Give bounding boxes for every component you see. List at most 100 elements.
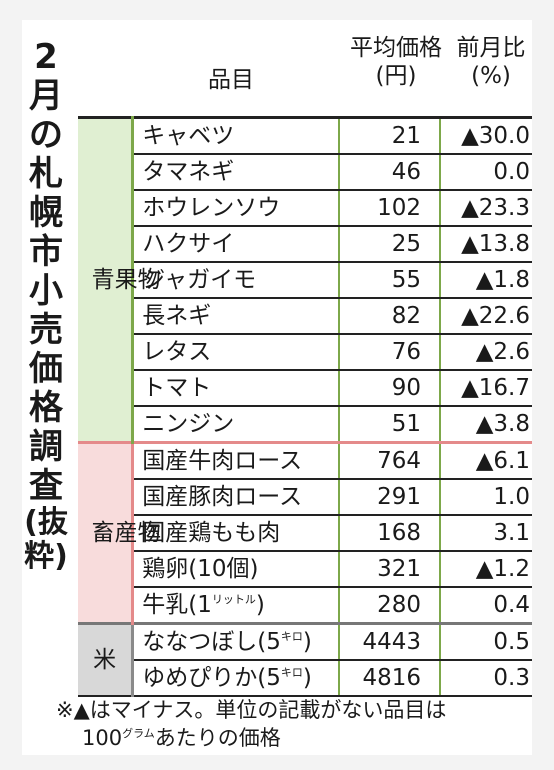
item-change: ▲1.8 (439, 262, 532, 299)
footnote-amount: 100 (82, 726, 123, 750)
item-price: 82 (339, 298, 441, 335)
table-row: 青果物 キャベツ 21 ▲30.0 (78, 116, 532, 444)
item-price: 280 (339, 587, 441, 625)
page: 2月の札幌市小売価格調査 (抜粋) 品目 平均価格 (円) 前月比 (%) 青果… (22, 20, 532, 755)
header-change: 前月比 (%) (446, 34, 536, 90)
item-name-text: ハクサイ (142, 231, 235, 257)
category-cell: 畜産物 (78, 441, 161, 625)
item-price: 51 (339, 406, 441, 444)
item-name: キャベツ (132, 116, 341, 155)
table-row: 長ネギ 82 ▲22.6 (78, 298, 532, 335)
table-row: ゆめぴりか(5キロ) 4816 0.3 (78, 660, 532, 697)
item-price: 321 (339, 551, 441, 588)
item-change: 1.0 (439, 479, 532, 516)
item-change: 0.4 (439, 587, 532, 625)
item-price: 76 (339, 334, 441, 371)
item-unit-close: ) (255, 592, 265, 618)
item-price: 168 (339, 515, 441, 552)
item-name: 国産鶏もも肉 (132, 515, 341, 552)
header-change-line2: (%) (471, 63, 511, 89)
item-name: タマネギ (132, 154, 341, 191)
item-change: 0.3 (439, 660, 532, 697)
table-row: ハクサイ 25 ▲13.8 (78, 226, 532, 263)
header-price-line2: (円) (375, 63, 417, 89)
header-price: 平均価格 (円) (338, 34, 454, 90)
item-name-text: トマト (142, 375, 212, 401)
item-change: ▲6.1 (439, 441, 532, 480)
table-row: 米ななつぼし(5キロ) 4443 0.5 (78, 622, 532, 697)
vertical-title: 2月の札幌市小売価格調査 (抜粋) (22, 38, 70, 574)
item-price: 4443 (339, 622, 441, 661)
category-label: 米 (93, 646, 117, 673)
table-row: ニンジン 51 ▲3.8 (78, 406, 532, 444)
item-name: ホウレンソウ (132, 190, 341, 227)
item-name-text: 国産豚肉ロース (142, 484, 303, 510)
item-change: ▲23.3 (439, 190, 532, 227)
item-name-text: ニンジン (142, 411, 235, 437)
item-name-text: 国産鶏もも肉 (142, 520, 281, 546)
item-name: ななつぼし(5キロ) (132, 622, 341, 661)
item-price: 55 (339, 262, 441, 299)
item-change: ▲30.0 (439, 116, 532, 155)
item-name: 牛乳(1リットル) (132, 587, 341, 625)
item-name: 長ネギ (132, 298, 341, 335)
item-unit-close: ) (302, 629, 312, 655)
item-unit: キロ (280, 630, 303, 644)
category-label: 青果物 (91, 266, 161, 293)
item-name-text: タマネギ (142, 159, 235, 185)
item-unit: キロ (280, 666, 303, 680)
item-name: レタス (132, 334, 341, 371)
table-row: レタス 76 ▲2.6 (78, 334, 532, 371)
table-row: 鶏卵(10個) 321 ▲1.2 (78, 551, 532, 588)
table-row: 国産鶏もも肉 168 3.1 (78, 515, 532, 552)
table-row: 牛乳(1リットル) 280 0.4 (78, 587, 532, 625)
item-name-text: レタス (142, 339, 212, 365)
table-row: タマネギ 46 0.0 (78, 154, 532, 191)
price-table: 青果物 キャベツ 21 ▲30.0 タマネギ 46 0.0 ホウレンソウ 102 ▲23.3 ハクサ… (78, 116, 532, 697)
item-name: トマト (132, 370, 341, 407)
item-change: 0.5 (439, 622, 532, 661)
footnote-unit: グラム (122, 727, 155, 740)
table-row: トマト 90 ▲16.7 (78, 370, 532, 407)
item-name-text: ななつぼし(5 (142, 629, 281, 655)
item-change: ▲2.6 (439, 334, 532, 371)
item-unit: リットル (211, 593, 256, 607)
item-change: 3.1 (439, 515, 532, 552)
item-price: 4816 (339, 660, 441, 697)
item-name: 鶏卵(10個) (132, 551, 341, 588)
category-cell: 青果物 (78, 116, 161, 444)
footnote-line1: ※▲はマイナス。単位の記載がない品目は (56, 698, 447, 722)
header-item: 品目 (208, 67, 254, 93)
item-name-text: 長ネギ (142, 303, 212, 329)
item-name-text: 鶏卵(10個) (142, 556, 259, 582)
item-price: 764 (339, 441, 441, 480)
table-row: 畜産物 国産牛肉ロース 764 ▲6.1 (78, 441, 532, 625)
item-price: 90 (339, 370, 441, 407)
category-cell: 米 (78, 622, 135, 697)
title-main: 2月の札幌市小売価格調査 (29, 37, 63, 506)
category-label: 畜産物 (91, 519, 161, 546)
footnote-text: あたりの価格 (154, 726, 281, 750)
table-row: 国産豚肉ロース 291 1.0 (78, 479, 532, 516)
header-price-line1: 平均価格 (350, 35, 442, 61)
item-change: ▲1.2 (439, 551, 532, 588)
item-price: 21 (339, 116, 441, 155)
table-row: ジャガイモ 55 ▲1.8 (78, 262, 532, 299)
header-change-line1: 前月比 (456, 35, 526, 61)
item-name-text: ゆめぴりか(5 (142, 665, 281, 691)
item-unit-close: ) (302, 665, 312, 691)
item-name-text: キャベツ (142, 123, 235, 149)
footnote: ※▲はマイナス。単位の記載がない品目は 100グラムあたりの価格 (56, 696, 536, 752)
item-name: ジャガイモ (132, 262, 341, 299)
item-change: ▲13.8 (439, 226, 532, 263)
item-name: 国産牛肉ロース (132, 441, 341, 480)
title-sub: (抜粋) (24, 505, 68, 574)
item-name-text: ホウレンソウ (142, 195, 281, 221)
item-change: ▲3.8 (439, 406, 532, 444)
item-name: ハクサイ (132, 226, 341, 263)
item-name-text: 国産牛肉ロース (142, 448, 303, 474)
item-price: 25 (339, 226, 441, 263)
item-change: ▲22.6 (439, 298, 532, 335)
item-change: 0.0 (439, 154, 532, 191)
item-price: 46 (339, 154, 441, 191)
